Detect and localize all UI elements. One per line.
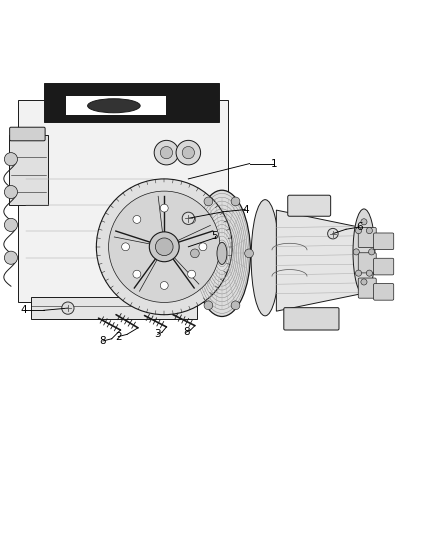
Circle shape — [366, 270, 372, 276]
Circle shape — [182, 147, 194, 159]
Text: 1: 1 — [270, 159, 277, 168]
Circle shape — [4, 152, 18, 166]
Circle shape — [361, 219, 367, 225]
Text: 3: 3 — [154, 329, 161, 340]
Circle shape — [199, 243, 207, 251]
Polygon shape — [44, 83, 219, 122]
Text: 8: 8 — [99, 336, 106, 346]
Ellipse shape — [88, 99, 140, 113]
Circle shape — [176, 140, 201, 165]
Circle shape — [366, 228, 372, 233]
Circle shape — [187, 270, 195, 278]
Circle shape — [231, 301, 240, 310]
Circle shape — [160, 147, 173, 159]
Ellipse shape — [217, 243, 227, 264]
Ellipse shape — [251, 200, 279, 316]
Circle shape — [353, 249, 359, 255]
FancyBboxPatch shape — [284, 308, 339, 330]
Text: 5: 5 — [211, 231, 218, 241]
Circle shape — [155, 238, 173, 256]
FancyBboxPatch shape — [288, 195, 331, 216]
FancyBboxPatch shape — [374, 233, 394, 249]
Circle shape — [245, 249, 254, 258]
Circle shape — [361, 279, 367, 285]
Circle shape — [109, 191, 220, 302]
Polygon shape — [18, 100, 228, 302]
Polygon shape — [31, 297, 197, 319]
FancyBboxPatch shape — [10, 127, 45, 141]
Circle shape — [149, 232, 179, 262]
Circle shape — [160, 281, 168, 289]
Circle shape — [133, 270, 141, 278]
Text: 4: 4 — [21, 305, 28, 316]
Ellipse shape — [194, 190, 251, 317]
Circle shape — [182, 212, 194, 224]
Circle shape — [231, 197, 240, 206]
FancyBboxPatch shape — [374, 284, 394, 300]
Circle shape — [154, 140, 179, 165]
Circle shape — [160, 204, 168, 212]
Circle shape — [204, 197, 213, 206]
Text: 2: 2 — [115, 332, 122, 342]
Circle shape — [133, 215, 141, 223]
Circle shape — [328, 229, 338, 239]
Circle shape — [356, 228, 362, 233]
Circle shape — [4, 251, 18, 264]
FancyBboxPatch shape — [358, 228, 376, 248]
Circle shape — [204, 301, 213, 310]
Circle shape — [368, 249, 374, 255]
Text: 4: 4 — [242, 205, 249, 215]
Circle shape — [62, 302, 74, 314]
FancyBboxPatch shape — [358, 253, 376, 273]
Text: 8: 8 — [183, 327, 190, 337]
Circle shape — [4, 219, 18, 231]
Circle shape — [356, 270, 362, 276]
Polygon shape — [276, 210, 362, 311]
Circle shape — [96, 179, 232, 314]
Polygon shape — [66, 96, 166, 115]
Polygon shape — [9, 135, 48, 205]
Ellipse shape — [353, 209, 375, 295]
Circle shape — [4, 185, 18, 199]
Circle shape — [191, 249, 199, 258]
FancyBboxPatch shape — [374, 259, 394, 275]
Circle shape — [122, 243, 130, 251]
Text: 6: 6 — [356, 222, 363, 232]
FancyBboxPatch shape — [358, 278, 376, 298]
Circle shape — [187, 215, 195, 223]
